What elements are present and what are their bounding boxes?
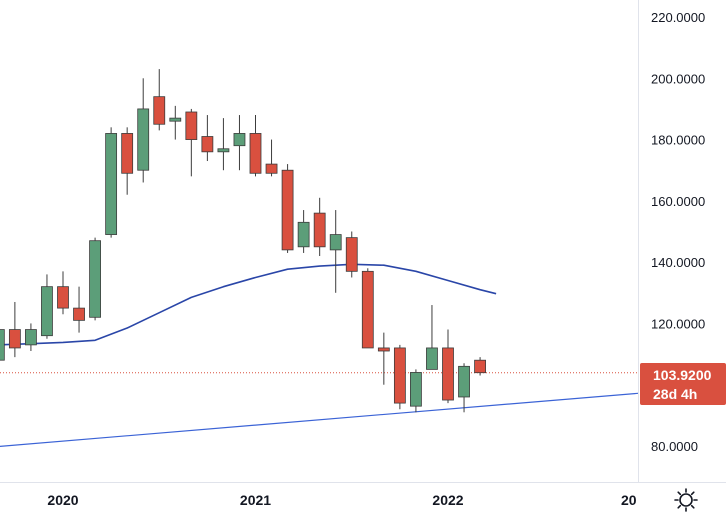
moving-average-layer [0, 263, 497, 357]
countdown-text: 28d 4h [653, 386, 697, 402]
candle[interactable] [281, 164, 294, 253]
candle-body-up [426, 347, 438, 370]
candle[interactable] [153, 69, 166, 131]
price-axis[interactable]: 220.0000 200.0000 180.0000 160.0000 140.0000… [651, 10, 705, 454]
candle-body-down [474, 359, 486, 374]
support-trendline[interactable] [0, 392, 639, 459]
candle[interactable] [185, 108, 198, 177]
candle[interactable] [410, 369, 422, 413]
candle-body-up [233, 133, 246, 147]
candle[interactable] [265, 139, 278, 177]
candle[interactable] [442, 329, 454, 404]
candle[interactable] [73, 286, 85, 333]
candle-body-down [393, 347, 406, 404]
moving-average-line[interactable] [0, 263, 497, 357]
candle-body-down [361, 270, 374, 349]
candle[interactable] [458, 363, 470, 413]
y-tick-label: 220.0000 [651, 10, 705, 25]
candle-body-down [313, 212, 326, 248]
y-tick-label: 160.0000 [651, 194, 705, 209]
candle-body-up [0, 329, 5, 361]
candle-body-down [153, 96, 166, 125]
candle[interactable] [137, 78, 150, 183]
candle-body-up [137, 108, 150, 171]
candle-body-up [105, 133, 118, 235]
candles-layer [0, 69, 486, 413]
y-tick-label: 120.0000 [651, 316, 705, 331]
candle-body-up [329, 234, 342, 251]
time-axis[interactable]: 2020 2021 2022 20 [47, 492, 636, 508]
candle-body-up [25, 329, 37, 346]
candle[interactable] [201, 115, 214, 162]
candle[interactable] [426, 305, 438, 370]
candle[interactable] [233, 115, 246, 171]
candle-body-down [73, 307, 85, 321]
current-price-label-bg [640, 363, 726, 405]
candle[interactable] [89, 237, 101, 321]
y-tick-label: 140.0000 [651, 255, 705, 270]
y-tick-label: 180.0000 [651, 133, 705, 148]
candle[interactable] [41, 274, 53, 339]
candle-body-down [442, 347, 454, 401]
candle-body-up [217, 148, 230, 153]
candle[interactable] [169, 105, 182, 140]
current-price-value: 103.9200 [653, 367, 712, 383]
y-tick-label: 80.0000 [651, 439, 698, 454]
x-tick-label: 20 [621, 492, 637, 508]
candle-body-up [410, 372, 422, 407]
candle-body-up [89, 240, 101, 318]
candle[interactable] [361, 268, 374, 349]
current-price-label: 103.9200 28d 4h [640, 363, 726, 405]
candle-body-down [377, 347, 390, 352]
candle[interactable] [329, 210, 342, 293]
candle-body-down [185, 111, 198, 140]
candle[interactable] [121, 127, 134, 195]
candle[interactable] [0, 308, 5, 385]
x-tick-label: 2022 [432, 492, 463, 508]
candle-body-down [249, 133, 262, 174]
candle[interactable] [25, 323, 37, 352]
candle[interactable] [57, 271, 69, 315]
candle-body-down [281, 169, 294, 251]
candle[interactable] [474, 357, 486, 376]
trendline-layer [0, 392, 639, 459]
candle-body-down [201, 136, 214, 153]
candle[interactable] [105, 127, 118, 238]
candle[interactable] [313, 197, 326, 257]
candle[interactable] [297, 210, 310, 253]
candle-body-up [41, 286, 53, 337]
candle-body-up [169, 117, 182, 122]
candle-body-up [297, 221, 310, 248]
candle-body-down [345, 237, 358, 272]
candle[interactable] [345, 231, 358, 278]
x-tick-label: 2021 [240, 492, 271, 508]
candle-body-down [265, 163, 278, 174]
candle[interactable] [249, 115, 262, 177]
candle[interactable] [8, 301, 21, 358]
candle[interactable] [393, 344, 406, 410]
x-tick-label: 2020 [47, 492, 78, 508]
candle-body-down [121, 133, 134, 174]
candle[interactable] [217, 118, 230, 171]
candle[interactable] [377, 332, 390, 385]
candle-body-up [458, 365, 470, 398]
candle-body-down [57, 286, 69, 309]
candle-body-down [8, 329, 21, 349]
settings-gear-icon[interactable] [674, 488, 698, 512]
y-tick-label: 200.0000 [651, 71, 705, 86]
